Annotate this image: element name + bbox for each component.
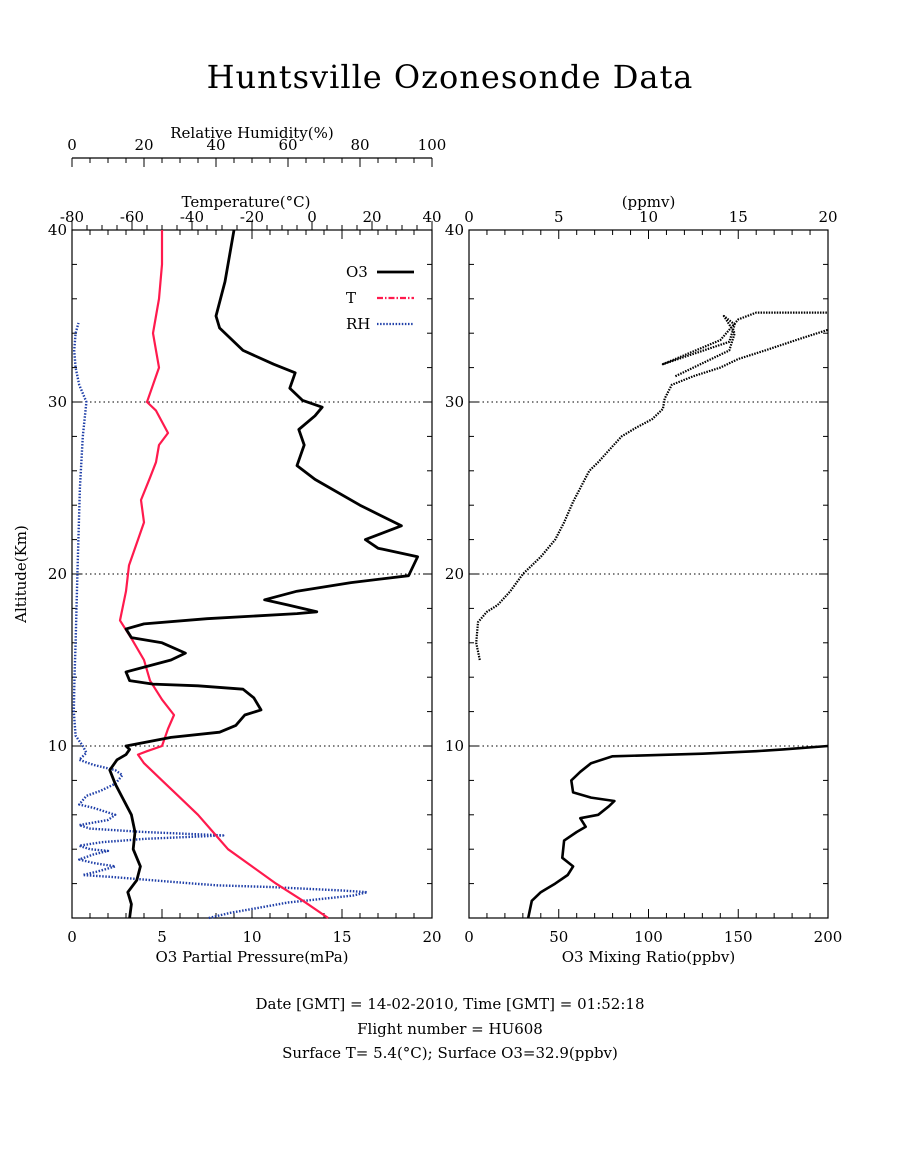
t-axis-tick-label: -40 [180, 208, 204, 226]
o3-axis-tick-label: 0 [67, 928, 77, 946]
ppmv-axis-tick-label: 0 [464, 208, 474, 226]
rh-axis-tick-label: 0 [67, 136, 77, 154]
right-y-tick-label: 30 [445, 393, 464, 411]
left-y-tick-label: 30 [48, 393, 67, 411]
ppbv-axis-tick-label: 200 [814, 928, 843, 946]
legend-label-t: T [346, 289, 356, 307]
ppbv-axis-tick-label: 150 [724, 928, 753, 946]
rh-axis-tick-label: 40 [206, 136, 225, 154]
right-plot-frame [468, 229, 829, 919]
t-axis-tick-label: -20 [240, 208, 264, 226]
legend-label-o3: O3 [346, 263, 368, 281]
rh-axis-tick-label: 20 [134, 136, 153, 154]
right-y-tick-label: 20 [445, 565, 464, 583]
rh-axis-label: Relative Humidity(%) [170, 124, 333, 142]
ppbv-axis-label: O3 Mixing Ratio(ppbv) [562, 948, 735, 966]
o3-axis-tick-label: 15 [332, 928, 351, 946]
right-y-tick-label: 40 [445, 221, 464, 239]
t-axis-tick-label: 0 [307, 208, 317, 226]
footer-surface-values: Surface T= 5.4(°C); Surface O3=32.9(ppbv… [282, 1044, 618, 1062]
o3-axis-tick-label: 20 [422, 928, 441, 946]
t-axis-label: Temperature(°C) [182, 193, 311, 211]
series-o3-line [108, 229, 420, 919]
right-series-1 [475, 328, 829, 661]
chart-title: Huntsville Ozonesonde Data [206, 58, 694, 96]
series-t-line [118, 230, 329, 919]
ppbv-axis-tick-label: 100 [634, 928, 663, 946]
o3-axis-tick-label: 10 [242, 928, 261, 946]
rh-axis-tick-label: 100 [418, 136, 447, 154]
ppmv-axis-label: (ppmv) [622, 193, 676, 211]
ppmv-axis-tick-label: 10 [639, 208, 658, 226]
rh-axis-tick-label: 80 [350, 136, 369, 154]
t-axis-tick-label: -60 [120, 208, 144, 226]
left-y-tick-label: 10 [48, 737, 67, 755]
left-y-tick-label: 20 [48, 565, 67, 583]
o3-axis-label: O3 Partial Pressure(mPa) [155, 948, 348, 966]
t-axis-tick-label: -80 [60, 208, 84, 226]
series-rh-line [72, 322, 369, 920]
right-series-2 [661, 311, 828, 378]
right-y-tick-label: 10 [445, 737, 464, 755]
right-series-0 [526, 744, 829, 919]
ppmv-axis-tick-label: 15 [729, 208, 748, 226]
ppbv-axis-tick-label: 0 [464, 928, 474, 946]
footer-date-time: Date [GMT] = 14-02-2010, Time [GMT] = 01… [255, 995, 645, 1013]
legend-label-rh: RH [346, 315, 370, 333]
left-y-tick-label: 40 [48, 221, 67, 239]
t-axis-tick-label: 20 [362, 208, 381, 226]
y-axis-label: Altitude(Km) [12, 525, 30, 624]
rh-axis-tick-label: 60 [278, 136, 297, 154]
footer-flight-number: Flight number = HU608 [357, 1020, 543, 1038]
t-axis-tick-label: 40 [422, 208, 441, 226]
o3-axis-tick-label: 5 [157, 928, 167, 946]
ppmv-axis-tick-label: 5 [554, 208, 564, 226]
ppbv-axis-tick-label: 50 [549, 928, 568, 946]
ppmv-axis-tick-label: 20 [818, 208, 837, 226]
